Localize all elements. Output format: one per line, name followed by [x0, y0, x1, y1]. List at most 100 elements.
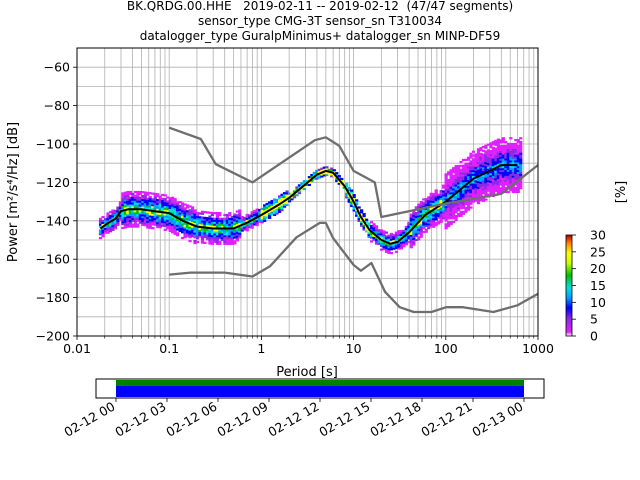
- density-cell: [156, 212, 160, 215]
- density-cell: [496, 182, 500, 185]
- density-cell: [506, 146, 510, 149]
- density-cell: [499, 187, 503, 190]
- density-cell: [369, 228, 374, 232]
- density-cell: [260, 219, 264, 222]
- density-cell: [277, 199, 282, 202]
- density-cell: [228, 225, 232, 228]
- density-cell: [519, 167, 523, 171]
- density-cell: [489, 144, 493, 147]
- density-cell: [504, 171, 508, 174]
- density-cell: [379, 235, 384, 238]
- density-cell: [106, 223, 110, 227]
- density-cell: [185, 233, 190, 236]
- density-cell: [481, 188, 486, 191]
- density-cell: [474, 160, 478, 164]
- density-cell: [484, 173, 488, 176]
- density-cell: [466, 202, 471, 205]
- density-cell: [509, 146, 513, 149]
- density-cell: [335, 179, 339, 182]
- density-cell: [143, 204, 147, 208]
- density-cell: [285, 200, 289, 203]
- density-cell: [466, 204, 471, 207]
- density-cell: [240, 227, 244, 230]
- density-cell: [429, 223, 433, 226]
- density-cell: [161, 193, 165, 197]
- density-cell: [479, 148, 483, 152]
- density-cell: [215, 225, 220, 228]
- density-cell: [499, 145, 503, 148]
- density-cell: [258, 220, 262, 223]
- density-cell: [153, 213, 157, 217]
- time-coverage-blue-bar: [116, 386, 524, 397]
- density-cell: [414, 213, 418, 217]
- density-cell: [106, 225, 110, 229]
- density-cell: [332, 169, 336, 172]
- density-cell: [432, 212, 436, 215]
- density-cell: [148, 199, 152, 203]
- density-cell: [509, 177, 513, 180]
- density-cell: [146, 207, 150, 210]
- density-cell: [148, 197, 152, 201]
- density-cell: [506, 148, 510, 151]
- density-cell: [444, 219, 448, 222]
- density-cell: [514, 148, 518, 151]
- density-cell: [484, 156, 488, 159]
- density-cell: [491, 187, 495, 190]
- density-cell: [230, 229, 234, 232]
- density-cell: [193, 215, 197, 218]
- density-cell: [143, 206, 147, 210]
- density-cell: [466, 177, 471, 181]
- density-cell: [317, 176, 321, 179]
- density-cell: [171, 210, 175, 213]
- density-cell: [447, 173, 451, 176]
- density-cell: [350, 189, 354, 192]
- density-cell: [290, 198, 294, 201]
- density-cell: [456, 164, 461, 168]
- density-cell: [106, 227, 110, 230]
- density-cell: [432, 202, 436, 205]
- density-cell: [437, 222, 441, 225]
- density-cell: [439, 191, 443, 195]
- density-cell: [225, 213, 229, 217]
- density-cell: [116, 216, 120, 219]
- density-cell: [447, 221, 451, 224]
- density-cell: [412, 235, 416, 238]
- density-cell: [461, 201, 466, 204]
- density-cell: [106, 229, 110, 232]
- density-cell: [203, 224, 207, 227]
- density-cell: [404, 239, 408, 242]
- density-cell: [476, 192, 481, 195]
- density-cell: [128, 210, 132, 213]
- density-cell: [484, 158, 488, 161]
- density-cell: [424, 222, 428, 226]
- density-cell: [193, 241, 197, 245]
- density-cell: [464, 164, 468, 167]
- density-cell: [360, 222, 364, 225]
- density-cell: [429, 192, 433, 195]
- density-cell: [496, 138, 500, 141]
- density-cell: [464, 197, 468, 200]
- density-cell: [171, 206, 175, 209]
- density-cell: [277, 201, 282, 204]
- density-cell: [108, 226, 113, 229]
- density-cell: [516, 158, 520, 161]
- density-cell: [454, 172, 458, 175]
- density-cell: [228, 240, 232, 244]
- density-cell: [156, 198, 160, 202]
- density-cell: [384, 246, 389, 250]
- density-cell: [146, 191, 150, 195]
- density-cell: [456, 176, 461, 179]
- density-cell: [432, 217, 436, 221]
- density-cell: [394, 235, 399, 238]
- density-cell: [215, 231, 220, 234]
- density-cell: [496, 142, 500, 145]
- density-cell: [471, 160, 476, 163]
- y-tick-label: −180: [36, 290, 70, 305]
- density-cell: [225, 238, 229, 242]
- density-cell: [163, 194, 167, 197]
- density-cell: [476, 202, 481, 205]
- density-cell: [322, 166, 326, 169]
- density-cell: [190, 229, 195, 232]
- density-cell: [205, 211, 210, 214]
- density-cell: [466, 197, 471, 200]
